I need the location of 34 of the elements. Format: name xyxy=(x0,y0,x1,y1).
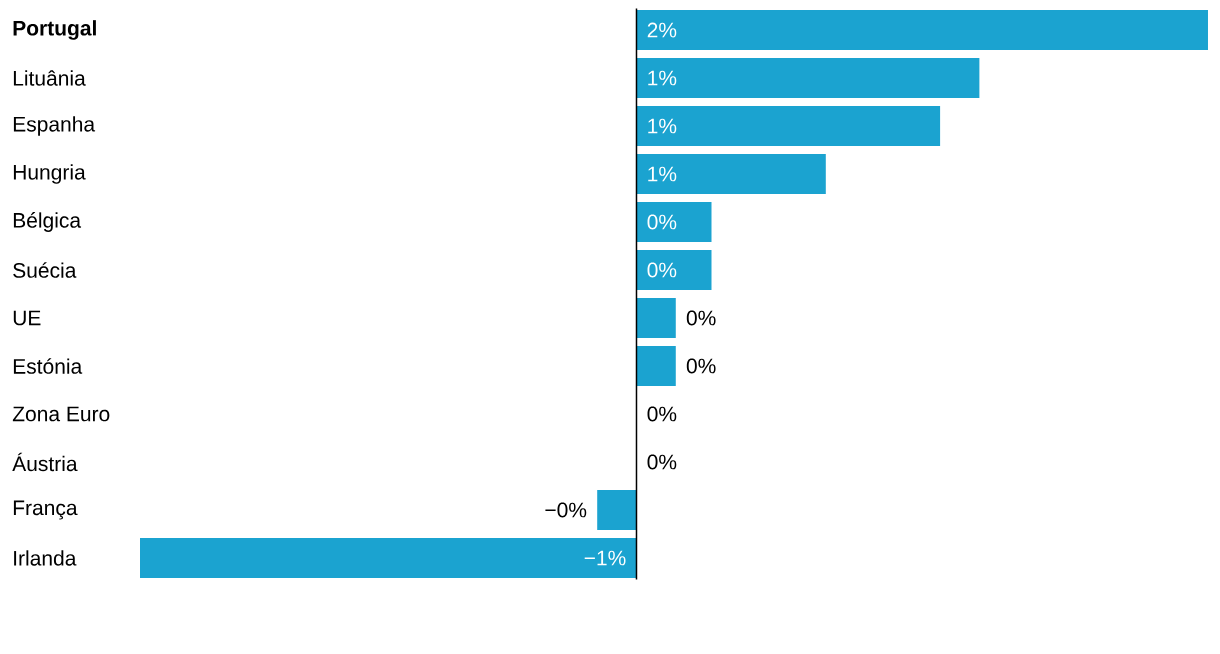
bar xyxy=(636,106,941,146)
bar xyxy=(636,154,826,194)
bar xyxy=(636,202,712,242)
y-tick-label: Bélgica xyxy=(13,212,82,232)
y-tick-label: UE xyxy=(13,310,41,326)
bar xyxy=(636,298,676,338)
y-tick-label: Hungria xyxy=(13,164,86,184)
y-tick-label: Estónia xyxy=(13,358,83,374)
y-tick-label: Irlanda xyxy=(14,550,77,566)
y-tick-label: Lituânia xyxy=(13,70,86,86)
data-label: 2% xyxy=(647,22,677,38)
data-label: −0% xyxy=(545,502,587,518)
data-label: 0% xyxy=(647,454,677,470)
data-label: −1% xyxy=(584,550,626,566)
y-tick-label: Zona Euro xyxy=(12,406,110,422)
bar xyxy=(636,346,676,386)
data-label: 0% xyxy=(647,262,677,278)
data-label: 0% xyxy=(647,214,677,230)
data-label: 1% xyxy=(648,70,677,86)
data-label: 0% xyxy=(647,406,677,422)
bar xyxy=(636,250,712,290)
bar xyxy=(636,10,1208,50)
y-tick-label: Áustria xyxy=(12,452,78,472)
y-tick-label: Suécia xyxy=(13,262,77,278)
y-tick-label: França xyxy=(13,500,78,520)
data-label: 0% xyxy=(686,358,716,374)
data-label: 1% xyxy=(648,166,677,182)
data-label: 0% xyxy=(686,310,716,326)
bar xyxy=(597,490,637,531)
data-label: 1% xyxy=(648,118,677,134)
bar xyxy=(140,538,637,579)
y-tick-label: Espanha xyxy=(13,116,96,136)
y-tick-label: Portugal xyxy=(13,20,96,40)
bar xyxy=(636,58,980,98)
